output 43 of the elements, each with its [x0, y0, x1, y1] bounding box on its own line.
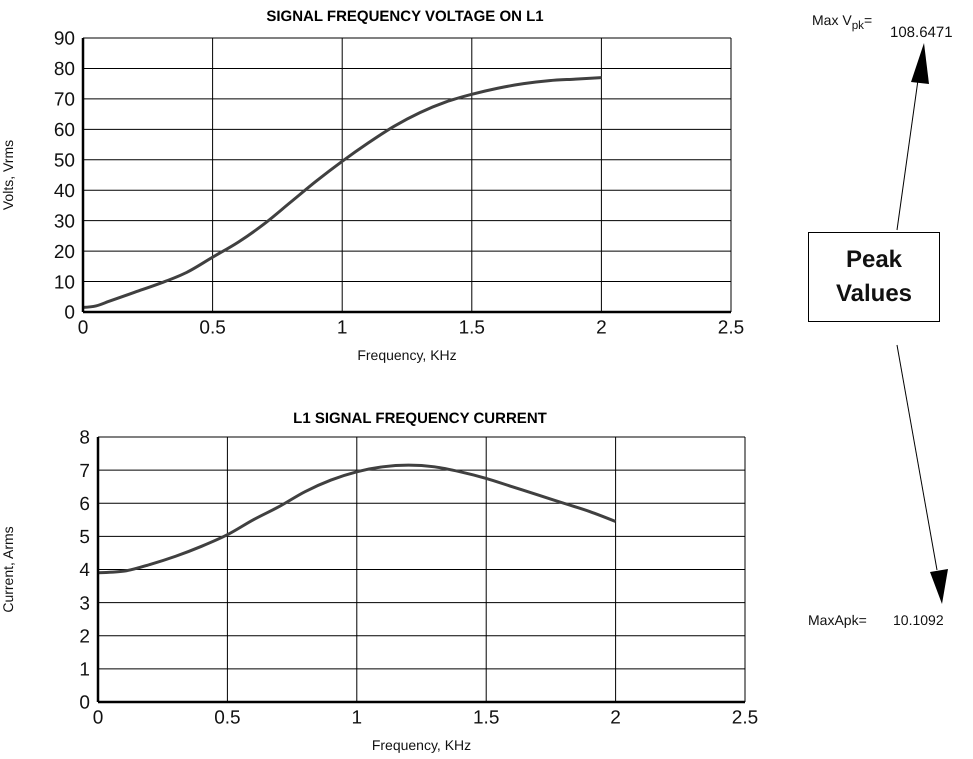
- y-tick-label: 60: [54, 120, 75, 142]
- y-tick-label: 1: [79, 660, 90, 681]
- x-tick-label: 1: [336, 317, 348, 338]
- y-axis-title: Volts, Vrms: [0, 140, 16, 210]
- y-tick-label: 50: [54, 150, 75, 172]
- line-series: [83, 76, 603, 309]
- x-tick-label: 2.5: [732, 707, 758, 728]
- x-axis-title: Frequency, KHz: [372, 737, 472, 753]
- x-tick-label: 2: [610, 707, 621, 728]
- chart-title: L1 SIGNAL FREQUENCY CURRENT: [292, 410, 548, 427]
- x-tick-label: 2.5: [718, 317, 744, 338]
- y-axis-title: Current, Arms: [0, 526, 16, 613]
- y-tick-label: 0: [79, 692, 90, 714]
- y-tick-label: 3: [79, 593, 90, 614]
- x-tick-label: 2: [596, 317, 607, 338]
- text: Peak Values: [808, 232, 940, 322]
- y-tick-label: 7: [79, 460, 90, 482]
- x-tick-label: 0: [92, 707, 104, 728]
- y-tick-label: 8: [79, 428, 90, 449]
- text: Max V$_{pk}$=: [812, 12, 872, 32]
- y-tick-label: 40: [54, 180, 75, 202]
- y-tick-label: 10: [54, 272, 75, 294]
- y-tick-label: 90: [54, 28, 75, 50]
- y-tick-label: 0: [64, 302, 75, 324]
- x-tick-label: 1.5: [458, 317, 486, 338]
- x-axis-title: Frequency, KHz: [357, 347, 457, 363]
- chart-title: SIGNAL FREQUENCY VOLTAGE ON L1: [265, 8, 545, 25]
- y-tick-label: 80: [54, 59, 75, 80]
- y-tick-label: 6: [79, 494, 90, 515]
- y-tick-label: 5: [79, 527, 90, 548]
- text: 108.6471: [890, 24, 953, 41]
- y-tick-label: 4: [79, 560, 90, 582]
- text: MaxApk=: [808, 612, 867, 628]
- y-tick-label: 2: [79, 626, 90, 648]
- line-series: [98, 464, 618, 574]
- x-tick-label: 1: [352, 707, 362, 728]
- x-tick-label: 0.5: [199, 317, 226, 338]
- x-tick-label: 1.5: [472, 707, 500, 728]
- x-tick-label: 0.5: [214, 707, 241, 728]
- text: 10.1092: [893, 612, 944, 628]
- y-tick-label: 30: [54, 211, 75, 232]
- y-tick-label: 70: [54, 90, 75, 111]
- y-tick-label: 20: [54, 242, 75, 263]
